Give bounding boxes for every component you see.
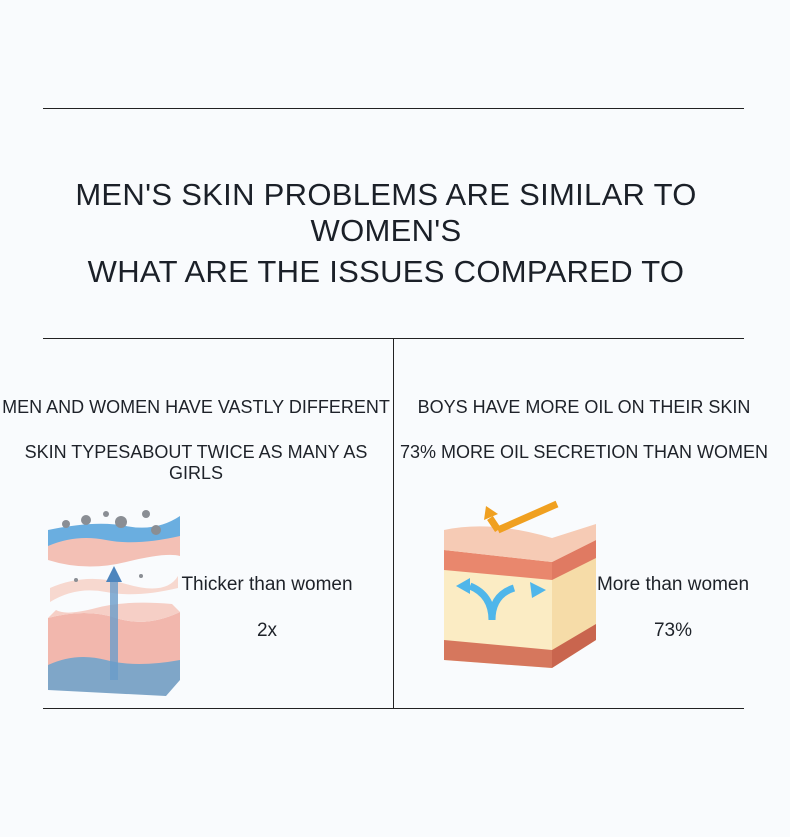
divider-bottom: [43, 708, 744, 709]
right-text-line-2: 73% MORE OIL SECRETION THAN WOMEN: [399, 442, 769, 462]
left-value: 2x: [256, 620, 278, 641]
left-caption: Thicker than women: [181, 574, 353, 595]
skin-layers-illustration: [48, 510, 180, 696]
right-caption: More than women: [596, 574, 750, 595]
divider-vertical: [393, 338, 394, 709]
left-text-line-1: MEN AND WOMEN HAVE VASTLY DIFFERENT: [2, 397, 390, 417]
right-value: 73%: [653, 620, 693, 641]
oily-skin-cube-illustration: [444, 500, 596, 668]
heading-line-2: WHAT ARE THE ISSUES COMPARED TO: [87, 254, 685, 289]
right-text-line-1: BOYS HAVE MORE OIL ON THEIR SKIN: [417, 397, 751, 417]
heading-line-1: MEN'S SKIN PROBLEMS ARE SIMILAR TO WOMEN…: [75, 177, 697, 248]
divider-top: [43, 108, 744, 109]
left-text-line-2: SKIN TYPESABOUT TWICE AS MANY AS GIRLS: [24, 442, 368, 483]
